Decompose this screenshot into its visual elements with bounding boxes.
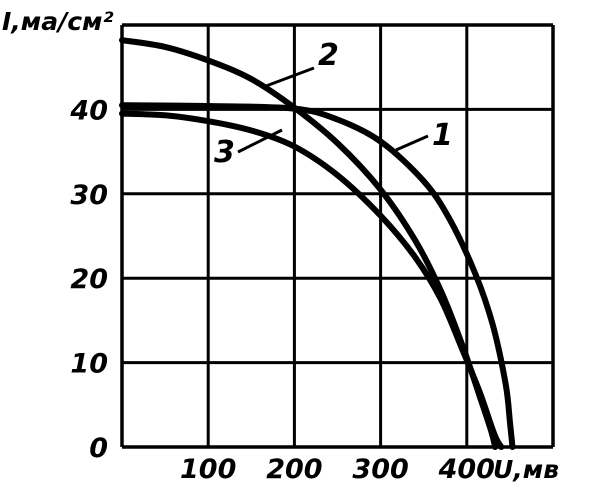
y-tick-label-0: 0 xyxy=(89,433,108,464)
x-tick-label-400: 400 xyxy=(438,454,495,485)
curve-label-2: 2 xyxy=(318,38,339,73)
curve-1 xyxy=(119,102,516,450)
curve-3 xyxy=(119,110,505,450)
x-tick-label-100: 100 xyxy=(180,454,236,485)
x-tick-label-300: 300 xyxy=(352,454,408,485)
x-tick-label-200: 200 xyxy=(266,454,322,485)
curve-leaders: 1 2 3 xyxy=(214,38,453,170)
tick-labels: 100 200 300 400 0 10 20 30 40 xyxy=(69,95,495,485)
y-tick-label-20: 20 xyxy=(70,264,108,295)
y-axis-label: I,ма/см² xyxy=(2,7,113,36)
curve-label-3: 3 xyxy=(214,135,235,170)
y-tick-label-40: 40 xyxy=(69,95,108,126)
x-axis-label: U,мв xyxy=(493,455,559,484)
curve-label-1: 1 xyxy=(432,118,453,153)
leader-line-2 xyxy=(265,66,315,88)
leader-line-1 xyxy=(395,134,429,152)
curve-2 xyxy=(119,37,499,450)
grid xyxy=(120,23,555,449)
y-tick-label-30: 30 xyxy=(70,180,108,211)
curves xyxy=(119,37,516,450)
leader-line-3 xyxy=(237,128,283,154)
y-tick-label-10: 10 xyxy=(70,349,108,380)
